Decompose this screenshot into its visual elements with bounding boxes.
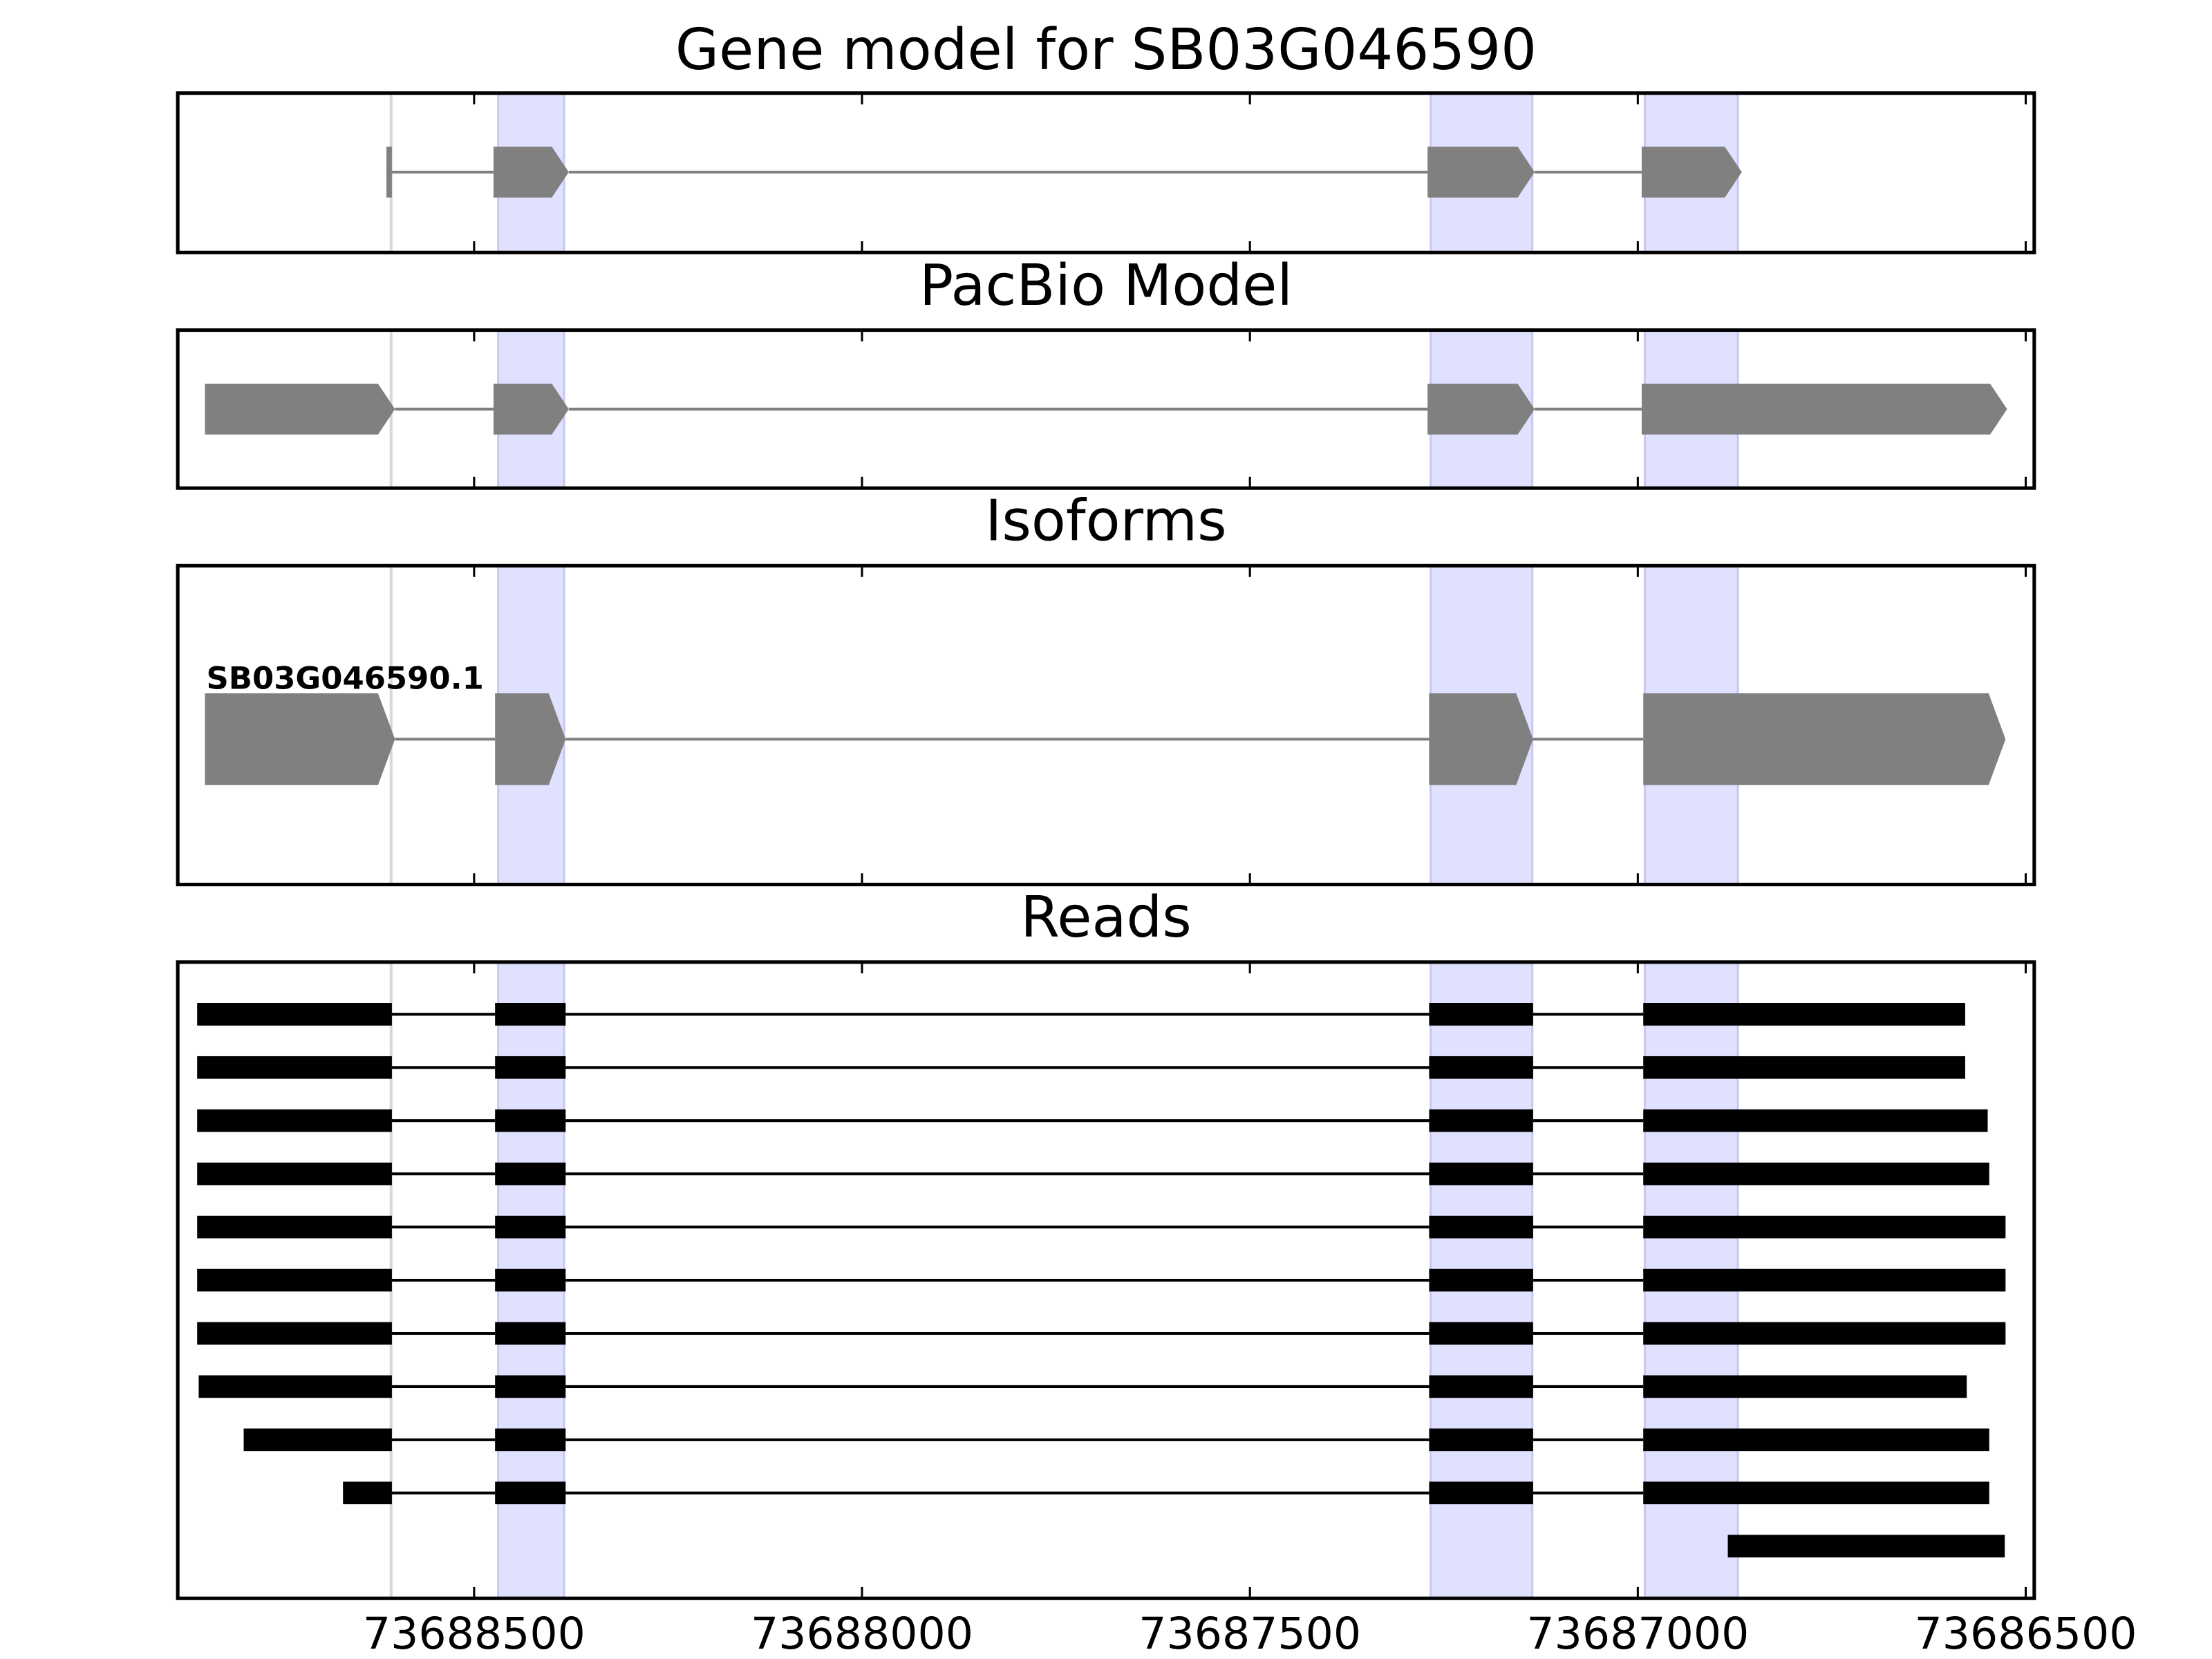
exon	[343, 1481, 392, 1505]
panel-title: Reads	[1020, 885, 1192, 950]
exon	[1429, 1428, 1533, 1452]
exon	[243, 1428, 392, 1452]
exon	[1727, 1535, 2005, 1558]
exon	[493, 147, 569, 198]
exon	[1643, 1322, 2006, 1345]
exon	[1643, 1428, 1989, 1452]
panel-frame	[176, 328, 2036, 490]
exon	[197, 1109, 392, 1132]
exon	[197, 1322, 392, 1345]
exon	[1429, 1215, 1533, 1239]
exon	[495, 1162, 566, 1185]
exon	[1641, 147, 1742, 198]
x-tick-label: 73688500	[363, 1608, 585, 1659]
panel-frame	[176, 563, 2036, 887]
exon	[1641, 384, 2007, 435]
panel-title: Gene model for SB03G046590	[675, 17, 1537, 83]
x-tick-label: 73687000	[1526, 1608, 1749, 1659]
exon	[1643, 1375, 1967, 1398]
exon	[1643, 1003, 1965, 1026]
exon	[1429, 1375, 1533, 1398]
x-tick-label: 73688000	[751, 1608, 973, 1659]
exon	[1643, 1215, 2006, 1239]
exon	[1429, 1162, 1533, 1185]
exon	[493, 384, 569, 435]
panel-frame	[176, 91, 2036, 254]
exon	[1643, 1109, 1988, 1132]
exon	[495, 1056, 566, 1079]
exon	[198, 1375, 392, 1398]
exon	[197, 1056, 392, 1079]
exon	[495, 1109, 566, 1132]
exon	[1429, 1322, 1533, 1345]
exon	[1429, 693, 1533, 785]
exon	[197, 1268, 392, 1292]
exon	[495, 1322, 566, 1345]
transcript-label: SB03G046590.1	[206, 660, 483, 697]
exon	[1427, 147, 1535, 198]
exon	[1643, 1268, 2006, 1292]
exon	[495, 1428, 566, 1452]
exon	[197, 1003, 392, 1026]
exon	[1643, 693, 2006, 785]
panel-title: PacBio Model	[919, 253, 1293, 319]
exon	[495, 1481, 566, 1505]
exon	[1429, 1056, 1533, 1079]
exon	[205, 384, 395, 435]
exon	[386, 147, 392, 198]
exon	[1429, 1268, 1533, 1292]
x-tick-label: 73687500	[1138, 1608, 1361, 1659]
panel-frame	[176, 960, 2036, 1600]
exon	[1429, 1481, 1533, 1505]
exon	[1643, 1056, 1965, 1079]
panel-title: Isoforms	[985, 489, 1226, 554]
exon	[1429, 1109, 1533, 1132]
exon	[197, 1162, 392, 1185]
exon	[495, 1375, 566, 1398]
exon	[495, 1003, 566, 1026]
exon	[495, 1215, 566, 1239]
exon	[495, 1268, 566, 1292]
exon	[1643, 1481, 1989, 1505]
x-tick-label: 73686500	[1915, 1608, 2137, 1659]
exon	[1427, 384, 1535, 435]
exon	[197, 1215, 392, 1239]
exon	[1429, 1003, 1533, 1026]
exon	[205, 693, 395, 785]
exon	[495, 693, 566, 785]
exon	[1643, 1162, 1989, 1185]
